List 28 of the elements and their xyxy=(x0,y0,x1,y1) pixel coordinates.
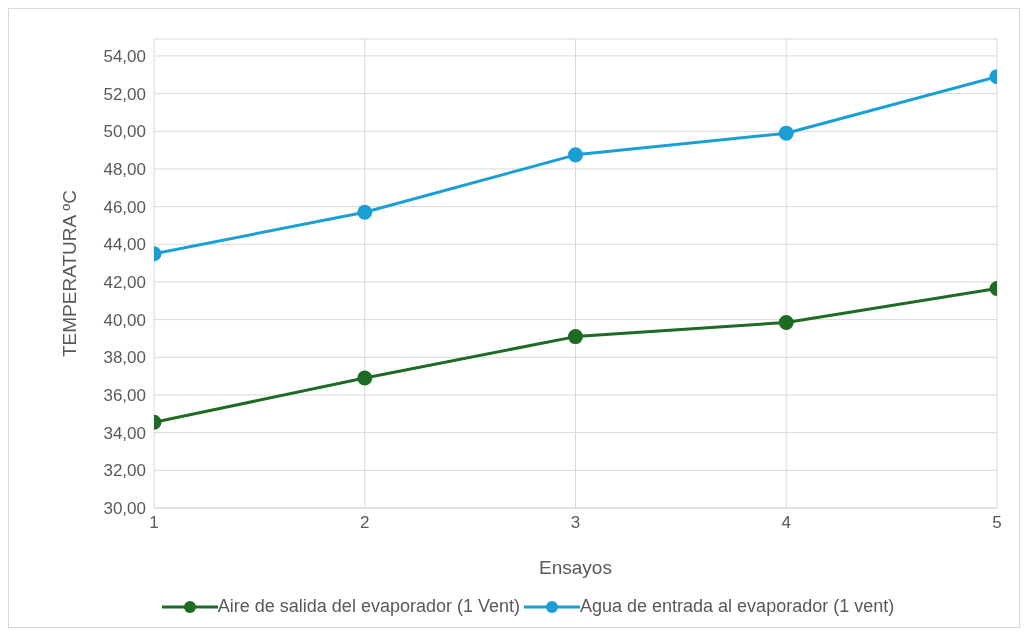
x-tick-label: 1 xyxy=(149,513,159,533)
x-tick-label: 3 xyxy=(570,513,581,533)
y-tick-label: 46,00 xyxy=(103,197,146,217)
x-tick-label: 5 xyxy=(992,513,1002,533)
y-tick-label: 48,00 xyxy=(103,160,146,179)
y-tick-label: 52,00 xyxy=(103,84,146,104)
x-tick-label: 4 xyxy=(781,513,791,533)
x-axis-title: Ensayos xyxy=(539,557,612,578)
y-tick-label: 42,00 xyxy=(103,273,146,293)
y-tick-label: 32,00 xyxy=(103,461,146,481)
y-tick-label: 50,00 xyxy=(103,122,146,142)
y-tick-label: 38,00 xyxy=(103,348,146,368)
y-tick-label: 54,00 xyxy=(103,46,146,66)
y-tick-label: 30,00 xyxy=(103,499,146,519)
y-tick-label: 40,00 xyxy=(103,310,146,330)
y-axis-title: TEMPERATURA ºC xyxy=(58,189,80,358)
point xyxy=(357,370,373,386)
point xyxy=(357,204,373,220)
x-tick-label: 2 xyxy=(360,513,370,533)
point xyxy=(568,147,583,163)
point xyxy=(568,329,583,345)
y-tick-label: 44,00 xyxy=(103,235,146,255)
legend-label: Agua de entrada al evaporador (1 vent) xyxy=(579,596,895,617)
point xyxy=(778,314,794,330)
y-tick-label: 34,00 xyxy=(103,423,146,443)
y-tick-label: 36,00 xyxy=(103,386,146,406)
legend-label: Aire de salida del evaporador (1 Vent) xyxy=(217,596,520,617)
point xyxy=(778,125,794,141)
